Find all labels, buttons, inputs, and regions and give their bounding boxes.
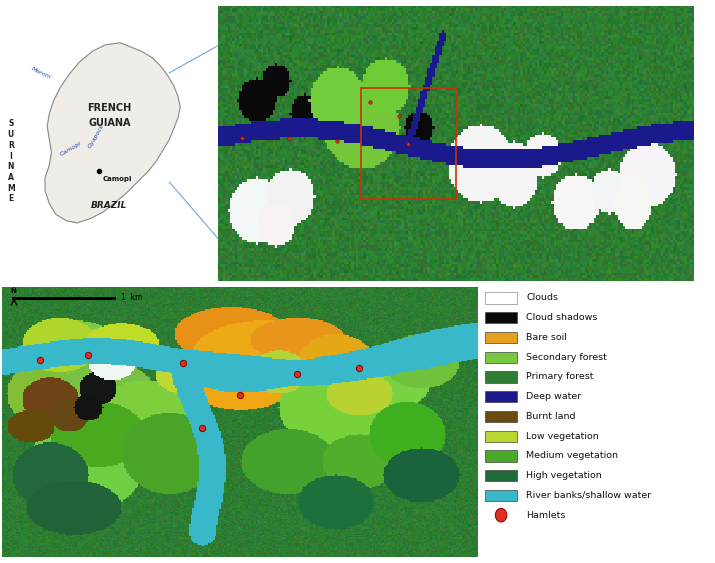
Text: M: M — [7, 184, 14, 193]
Text: Camopi: Camopi — [103, 176, 132, 182]
Text: N: N — [7, 162, 14, 171]
Text: Oyapock: Oyapock — [87, 123, 106, 149]
Bar — [485, 332, 517, 343]
Text: N̈: N̈ — [11, 288, 16, 294]
Bar — [485, 411, 517, 422]
Text: 1  km: 1 km — [121, 293, 142, 302]
Text: E: E — [8, 194, 14, 203]
Text: R: R — [8, 141, 14, 150]
Text: Camopi: Camopi — [59, 141, 82, 158]
Text: Hamlets: Hamlets — [526, 511, 566, 520]
Text: Cloud shadows: Cloud shadows — [526, 313, 598, 322]
Text: GUIANA: GUIANA — [88, 118, 131, 128]
Text: Maroni: Maroni — [30, 66, 51, 80]
Text: Medium vegetation: Medium vegetation — [526, 452, 618, 461]
Bar — [11, 297, 117, 300]
Bar — [485, 292, 517, 303]
Circle shape — [495, 508, 507, 522]
Bar — [485, 371, 517, 383]
Bar — [485, 431, 517, 442]
Bar — [485, 312, 517, 323]
Bar — [485, 351, 517, 363]
Text: Deep water: Deep water — [526, 392, 581, 401]
Text: S: S — [8, 119, 14, 128]
Bar — [360, 88, 456, 199]
Text: Secondary forest: Secondary forest — [526, 352, 607, 361]
Text: Primary forest: Primary forest — [526, 373, 593, 382]
Text: A: A — [8, 173, 14, 182]
Text: U: U — [8, 130, 14, 139]
Text: Clouds: Clouds — [526, 293, 558, 302]
Text: Bare soil: Bare soil — [526, 333, 567, 342]
Text: FRENCH: FRENCH — [87, 104, 132, 113]
Bar — [485, 391, 517, 403]
Text: BRAZIL: BRAZIL — [92, 201, 127, 210]
Bar — [485, 450, 517, 462]
Text: High vegetation: High vegetation — [526, 471, 602, 480]
Bar — [485, 490, 517, 501]
Polygon shape — [45, 43, 180, 223]
Text: Low vegetation: Low vegetation — [526, 432, 599, 441]
Bar — [485, 470, 517, 481]
Text: Burnt land: Burnt land — [526, 412, 576, 421]
Text: River banks/shallow water: River banks/shallow water — [526, 491, 651, 500]
Text: I: I — [9, 151, 12, 160]
